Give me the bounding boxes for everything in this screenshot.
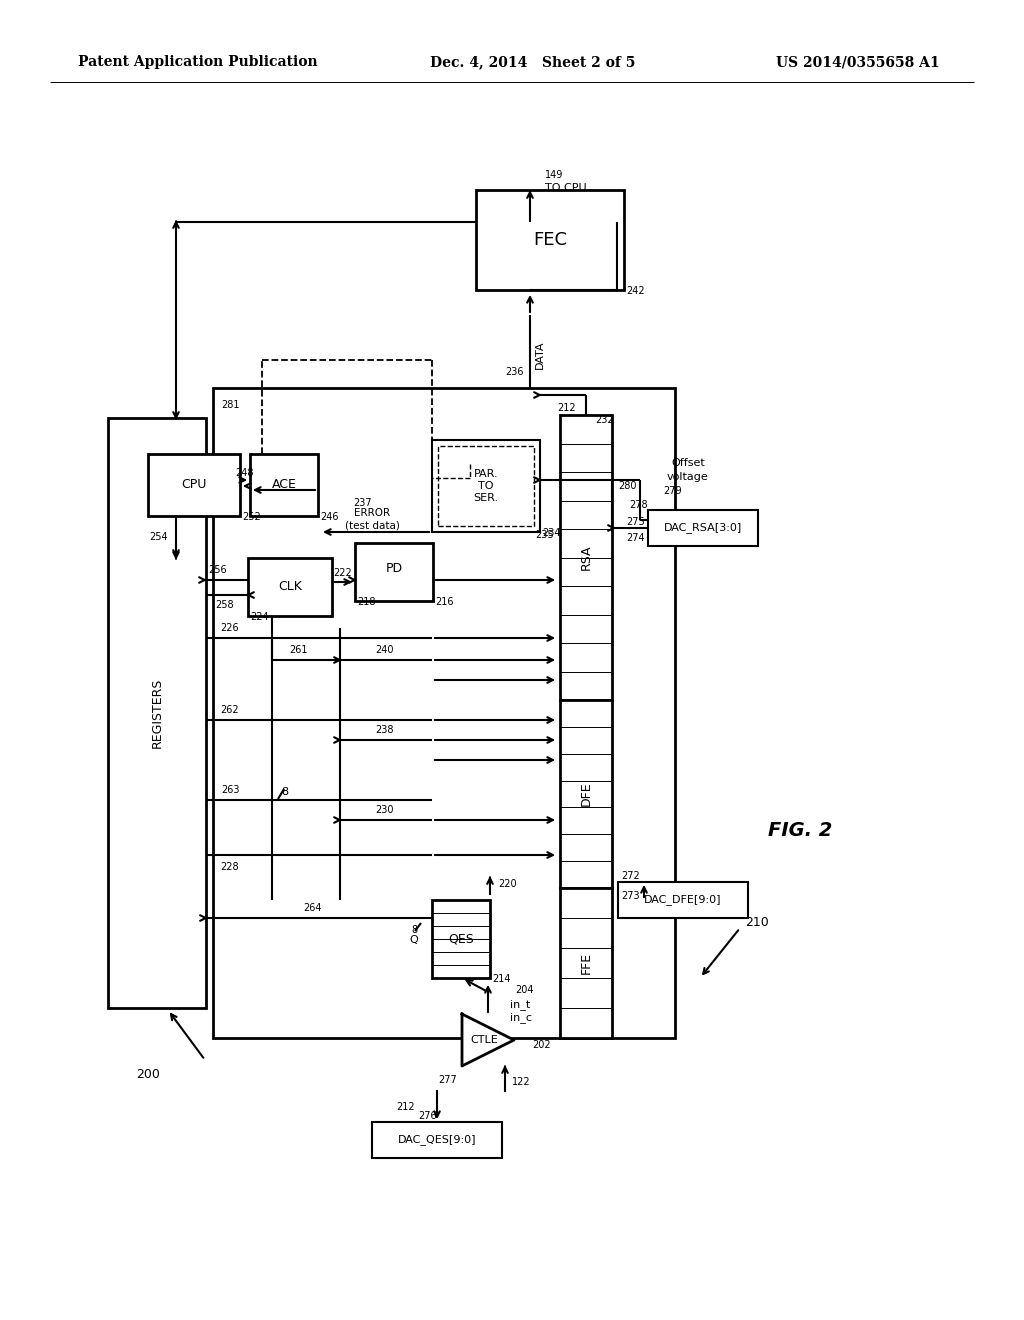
Text: 254: 254 xyxy=(150,532,168,543)
Bar xyxy=(148,454,240,516)
Bar xyxy=(355,543,433,601)
Bar xyxy=(248,558,332,616)
Text: US 2014/0355658 A1: US 2014/0355658 A1 xyxy=(776,55,940,69)
Text: SER.: SER. xyxy=(473,492,499,503)
Text: ACE: ACE xyxy=(271,479,296,491)
Text: CPU: CPU xyxy=(181,479,207,491)
Text: in_c: in_c xyxy=(510,1012,532,1023)
Text: QES: QES xyxy=(449,932,474,945)
Text: 279: 279 xyxy=(664,486,682,496)
Text: 272: 272 xyxy=(622,871,640,880)
Text: 200: 200 xyxy=(136,1068,160,1081)
Bar xyxy=(250,454,318,516)
Text: 242: 242 xyxy=(626,286,645,296)
Text: 149: 149 xyxy=(545,170,563,180)
Text: 278: 278 xyxy=(630,500,648,510)
Text: DAC_DFE[9:0]: DAC_DFE[9:0] xyxy=(644,895,722,906)
Text: 202: 202 xyxy=(532,1040,551,1049)
Text: 220: 220 xyxy=(498,879,517,888)
Text: voltage: voltage xyxy=(667,473,709,482)
Text: 218: 218 xyxy=(357,597,376,607)
Text: 246: 246 xyxy=(319,512,339,521)
Bar xyxy=(372,1122,502,1158)
Text: 232: 232 xyxy=(595,414,613,425)
Bar xyxy=(432,440,540,532)
Text: Offset: Offset xyxy=(671,458,705,469)
Text: 277: 277 xyxy=(438,1074,457,1085)
Text: CTLE: CTLE xyxy=(470,1035,498,1045)
Text: 236: 236 xyxy=(506,367,524,378)
Text: 237: 237 xyxy=(353,498,373,508)
Bar xyxy=(432,900,490,978)
Text: FEC: FEC xyxy=(534,231,567,249)
Text: 273: 273 xyxy=(622,891,640,902)
Text: in_t: in_t xyxy=(510,999,530,1010)
Text: 234: 234 xyxy=(542,528,560,539)
Text: 240: 240 xyxy=(376,645,394,655)
Text: DAC_RSA[3:0]: DAC_RSA[3:0] xyxy=(664,523,742,533)
Text: PD: PD xyxy=(385,561,402,574)
Text: 256: 256 xyxy=(209,565,227,576)
Text: Q: Q xyxy=(410,935,418,945)
Bar xyxy=(648,510,758,546)
Text: DATA: DATA xyxy=(535,341,545,370)
Text: 258: 258 xyxy=(216,601,234,610)
Text: REGISTERS: REGISTERS xyxy=(151,677,164,748)
Text: (test data): (test data) xyxy=(344,521,399,531)
Text: 276: 276 xyxy=(419,1111,437,1121)
Bar xyxy=(560,414,612,700)
Text: 214: 214 xyxy=(492,974,511,983)
Text: 262: 262 xyxy=(221,705,240,715)
Text: 8: 8 xyxy=(282,787,289,797)
Text: 226: 226 xyxy=(221,623,240,634)
Text: 222: 222 xyxy=(334,568,352,578)
Text: 235: 235 xyxy=(536,531,554,540)
Text: 216: 216 xyxy=(435,597,454,607)
Text: DFE: DFE xyxy=(580,781,593,807)
Text: 228: 228 xyxy=(221,862,240,873)
Polygon shape xyxy=(462,1014,514,1067)
Bar xyxy=(213,388,675,1038)
Text: FFE: FFE xyxy=(580,952,593,974)
Text: ERROR: ERROR xyxy=(354,508,390,517)
Text: 212: 212 xyxy=(396,1102,415,1111)
Text: 248: 248 xyxy=(236,469,254,478)
Bar xyxy=(438,446,534,525)
Bar xyxy=(560,888,612,1038)
Text: CLK: CLK xyxy=(279,581,302,594)
Text: 224: 224 xyxy=(250,612,268,622)
Text: 238: 238 xyxy=(376,725,394,735)
Text: 281: 281 xyxy=(221,400,240,411)
Text: 261: 261 xyxy=(289,645,307,655)
Text: 210: 210 xyxy=(745,916,769,929)
Text: 263: 263 xyxy=(221,785,240,795)
Text: PAR.: PAR. xyxy=(474,469,499,479)
Bar xyxy=(618,882,748,917)
Text: 212: 212 xyxy=(557,403,575,413)
Text: TO: TO xyxy=(478,480,494,491)
Text: 8: 8 xyxy=(412,925,418,935)
Text: 274: 274 xyxy=(627,533,645,543)
Bar xyxy=(560,700,612,888)
Text: 280: 280 xyxy=(618,480,637,491)
Text: TO CPU: TO CPU xyxy=(545,183,587,193)
Text: Patent Application Publication: Patent Application Publication xyxy=(78,55,317,69)
Text: 275: 275 xyxy=(627,517,645,527)
Text: 204: 204 xyxy=(515,985,534,995)
Text: 264: 264 xyxy=(303,903,322,913)
Text: 230: 230 xyxy=(376,805,394,814)
Text: 252: 252 xyxy=(242,512,261,521)
Text: RSA: RSA xyxy=(580,545,593,570)
Text: DAC_QES[9:0]: DAC_QES[9:0] xyxy=(397,1135,476,1146)
Text: FIG. 2: FIG. 2 xyxy=(768,821,833,840)
Text: Dec. 4, 2014   Sheet 2 of 5: Dec. 4, 2014 Sheet 2 of 5 xyxy=(430,55,635,69)
Bar xyxy=(476,190,624,290)
Text: 122: 122 xyxy=(512,1077,530,1086)
Bar xyxy=(108,418,206,1008)
